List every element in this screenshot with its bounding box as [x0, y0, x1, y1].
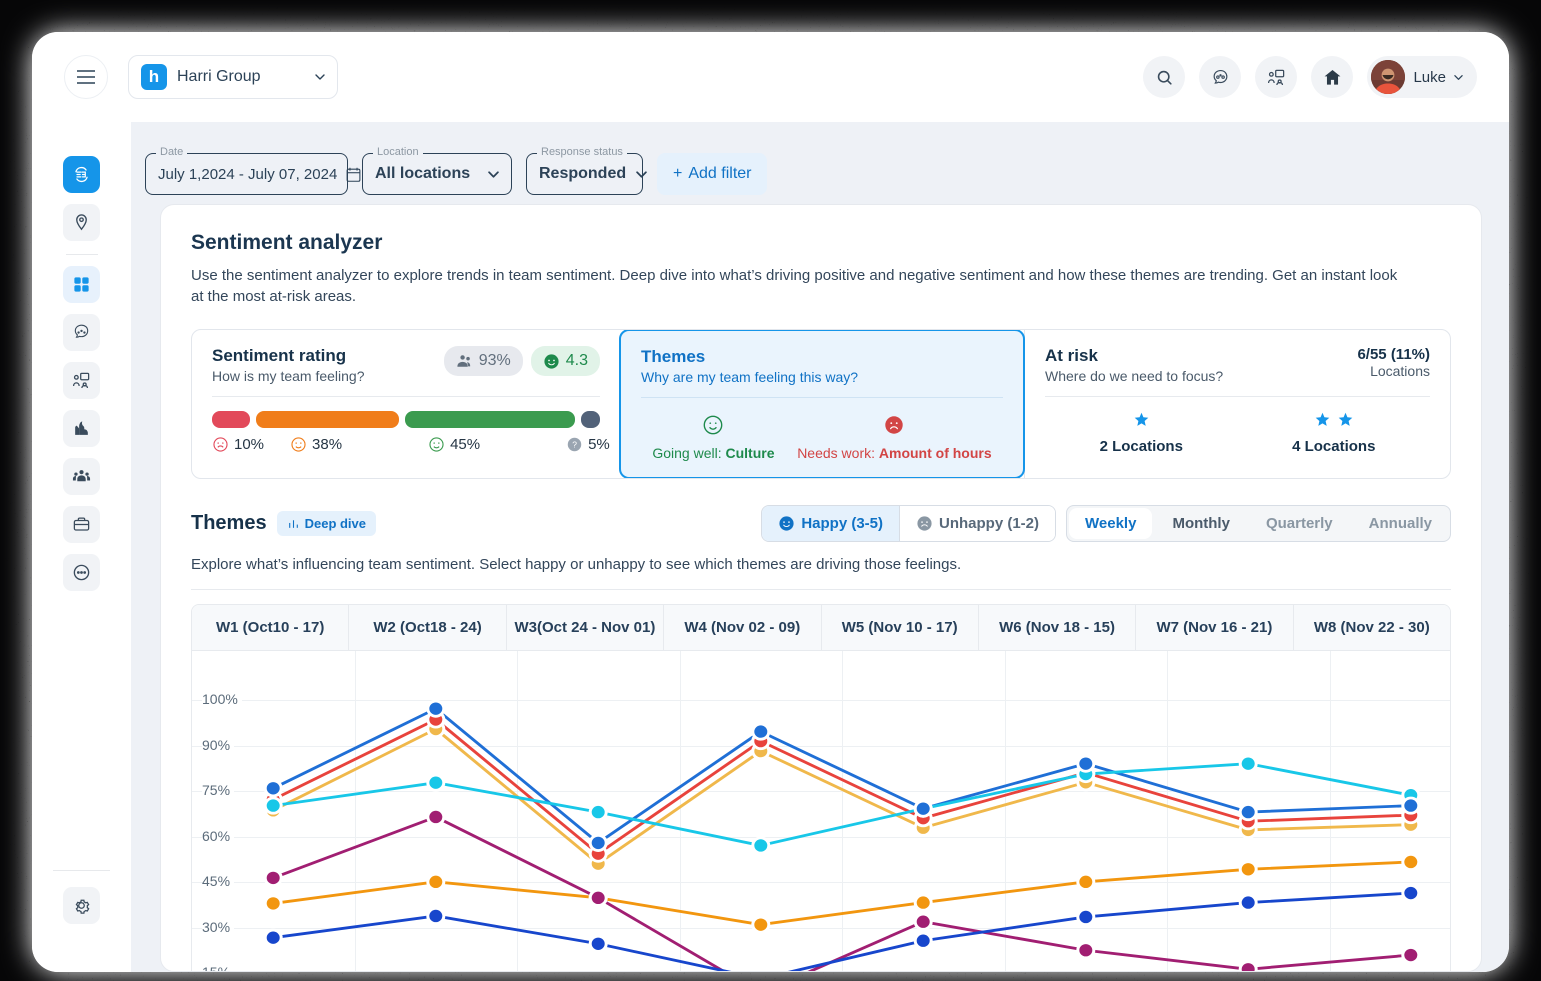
- svg-text:?: ?: [572, 440, 577, 450]
